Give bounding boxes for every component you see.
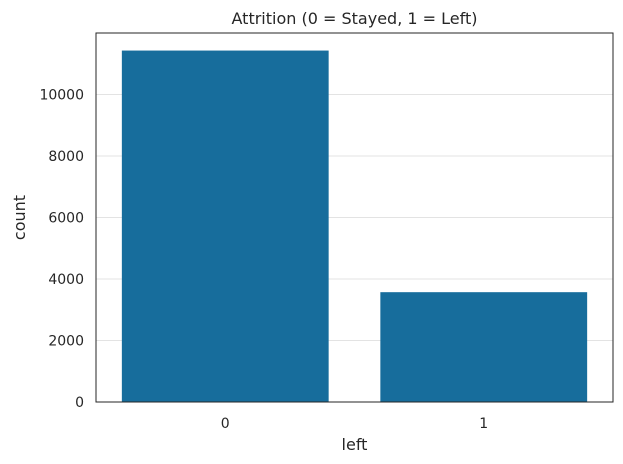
y-tick-label: 10000 (39, 87, 84, 103)
y-axis-ticks: 0 2000 4000 6000 8000 10000 (39, 87, 84, 411)
y-axis-label: count (10, 195, 29, 240)
bar-0 (121, 50, 329, 402)
x-tick-label: 1 (479, 416, 488, 432)
x-tick-label: 0 (221, 416, 230, 432)
bar-1 (380, 292, 588, 402)
bars (121, 50, 588, 402)
y-tick-label: 0 (75, 395, 84, 411)
y-tick-label: 2000 (48, 333, 84, 349)
chart-title: Attrition (0 = Stayed, 1 = Left) (232, 9, 478, 28)
y-tick-label: 8000 (48, 149, 84, 165)
y-tick-label: 4000 (48, 272, 84, 288)
y-tick-label: 6000 (48, 210, 84, 226)
x-axis-label: left (342, 435, 368, 454)
plot-frame (95, 32, 614, 403)
